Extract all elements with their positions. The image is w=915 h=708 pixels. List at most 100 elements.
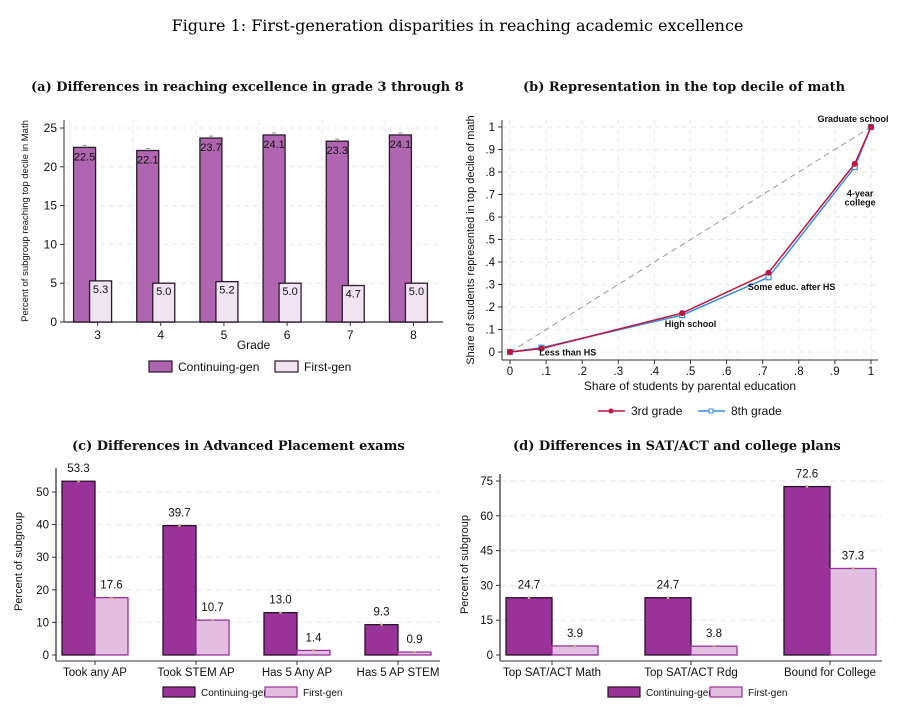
bar-first-gen <box>404 282 429 323</box>
annotation-label: 4-year <box>847 188 874 198</box>
y-tick-label: .8 <box>485 167 495 179</box>
bar-first-gen <box>195 619 230 656</box>
y-tick-label: 30 <box>36 552 49 564</box>
error-bar <box>279 611 282 614</box>
x-tick-label: Top SAT/ACT Rdg <box>644 667 738 679</box>
annotation-label: High school <box>665 319 717 329</box>
error-bar <box>413 650 416 654</box>
y-tick-label: .5 <box>485 235 495 247</box>
y-tick-label: 10 <box>44 237 58 251</box>
x-tick-label: .8 <box>794 366 804 378</box>
x-tick-label: Took STEM AP <box>157 667 235 679</box>
y-tick-label: .3 <box>485 280 495 292</box>
x-tick-label: .1 <box>541 366 551 378</box>
x-axis-title: Grade <box>237 338 271 352</box>
data-label-first-gen: 0.9 <box>407 634 423 646</box>
y-tick-label: 50 <box>36 487 49 499</box>
y-tick-label: 75 <box>480 476 493 488</box>
error-bar <box>805 485 809 488</box>
y-tick-label: .1 <box>485 325 495 337</box>
bar-continuing-gen <box>364 624 399 656</box>
x-tick-label: .7 <box>758 366 768 378</box>
x-tick-label: Bound for College <box>784 667 876 679</box>
data-point-3rd-grade <box>679 310 686 317</box>
data-label-continuing-gen: 24.7 <box>518 580 540 592</box>
bar-first-gen <box>341 284 365 323</box>
data-label-continuing-gen: 24.7 <box>657 580 679 592</box>
y-tick-label: 0 <box>487 650 493 662</box>
data-label-continuing-gen: 22.5 <box>74 151 95 163</box>
y-axis-title: Percent of subgroup <box>13 512 25 611</box>
y-tick-label: .4 <box>485 257 495 269</box>
error-bar <box>573 644 577 648</box>
bar-continuing-gen <box>136 149 160 323</box>
data-label-continuing-gen: 24.1 <box>263 139 284 151</box>
figure-title: Figure 1: First-generation disparities i… <box>171 16 744 35</box>
x-tick-label: Has 5 Any AP <box>262 667 333 679</box>
x-tick-label: Took any AP <box>63 667 127 679</box>
y-axis-title: Percent of subgroup reaching top decile … <box>20 120 31 322</box>
error-bar <box>110 596 113 599</box>
error-bar <box>178 524 181 527</box>
y-tick-label: 0 <box>43 650 49 662</box>
legend-swatch-continuing-gen <box>148 360 173 373</box>
y-tick-label: .7 <box>485 190 495 202</box>
data-label-first-gen: 5.0 <box>156 286 171 298</box>
data-label-first-gen: 5.3 <box>93 284 108 296</box>
y-tick-label: 15 <box>480 615 493 627</box>
bar-continuing-gen <box>388 134 413 323</box>
y-tick-label: 10 <box>36 617 49 629</box>
bar-continuing-gen <box>61 480 96 656</box>
data-label-continuing-gen: 13.0 <box>269 595 291 607</box>
bar-first-gen <box>88 280 113 323</box>
x-tick-label: 8 <box>410 328 417 342</box>
data-label-first-gen: 5.0 <box>282 286 297 298</box>
panel-d-title: (d) Differences in SAT/ACT and college p… <box>513 439 841 454</box>
bar-continuing-gen <box>199 137 223 323</box>
bar-first-gen <box>690 645 738 656</box>
data-label-continuing-gen: 72.6 <box>796 469 818 481</box>
error-bar <box>712 644 716 648</box>
data-point-3rd-grade <box>538 345 545 352</box>
y-tick-label: 30 <box>480 580 493 592</box>
x-tick-label: 7 <box>347 328 354 342</box>
bar-continuing-gen <box>644 597 692 656</box>
bar-continuing-gen <box>263 611 298 656</box>
legend-label-8th-grade: 8th grade <box>731 404 782 418</box>
x-tick-label: 1 <box>868 366 874 378</box>
error-bar <box>211 618 214 622</box>
legend-swatch-first-gen <box>709 686 743 698</box>
data-label-first-gen: 37.3 <box>842 550 864 562</box>
y-tick-label: 20 <box>36 585 49 597</box>
y-tick-label: .6 <box>485 212 495 224</box>
x-tick-label: 4 <box>157 328 164 342</box>
legend-label-3rd-grade: 3rd grade <box>631 404 683 418</box>
y-axis-title: Share of students represented in top dec… <box>465 115 477 365</box>
series-line-3rd-grade <box>509 126 872 353</box>
x-tick-label: .9 <box>830 366 840 378</box>
y-tick-label: 40 <box>36 520 49 532</box>
data-point-3rd-grade <box>507 349 513 355</box>
bar-first-gen <box>278 282 302 323</box>
panel-c-title: (c) Differences in Advanced Placement ex… <box>72 439 405 454</box>
error-bar <box>380 623 383 626</box>
data-label-first-gen: 10.7 <box>201 602 223 614</box>
y-tick-label: 20 <box>44 160 58 174</box>
y-tick-label: 0 <box>50 315 57 329</box>
data-label-first-gen: 17.6 <box>100 580 122 592</box>
data-label-first-gen: 3.8 <box>706 628 722 640</box>
data-label-first-gen: 5.2 <box>219 285 234 297</box>
error-bar <box>666 596 670 599</box>
data-label-first-gen: 3.9 <box>567 628 583 640</box>
bar-continuing-gen <box>325 140 349 323</box>
legend-label-first-gen: First-gen <box>304 360 351 374</box>
data-label-continuing-gen: 22.1 <box>137 155 158 167</box>
panel-b-title: (b) Representation in the top decile of … <box>523 80 846 95</box>
bar-continuing-gen <box>505 597 553 656</box>
x-tick-label: 0 <box>507 366 513 378</box>
error-bar <box>527 596 531 599</box>
legend-label-continuing-gen: Continuing-gen <box>646 688 714 699</box>
bar-continuing-gen <box>262 134 286 323</box>
legend-label-first-gen: First-gen <box>303 688 342 699</box>
